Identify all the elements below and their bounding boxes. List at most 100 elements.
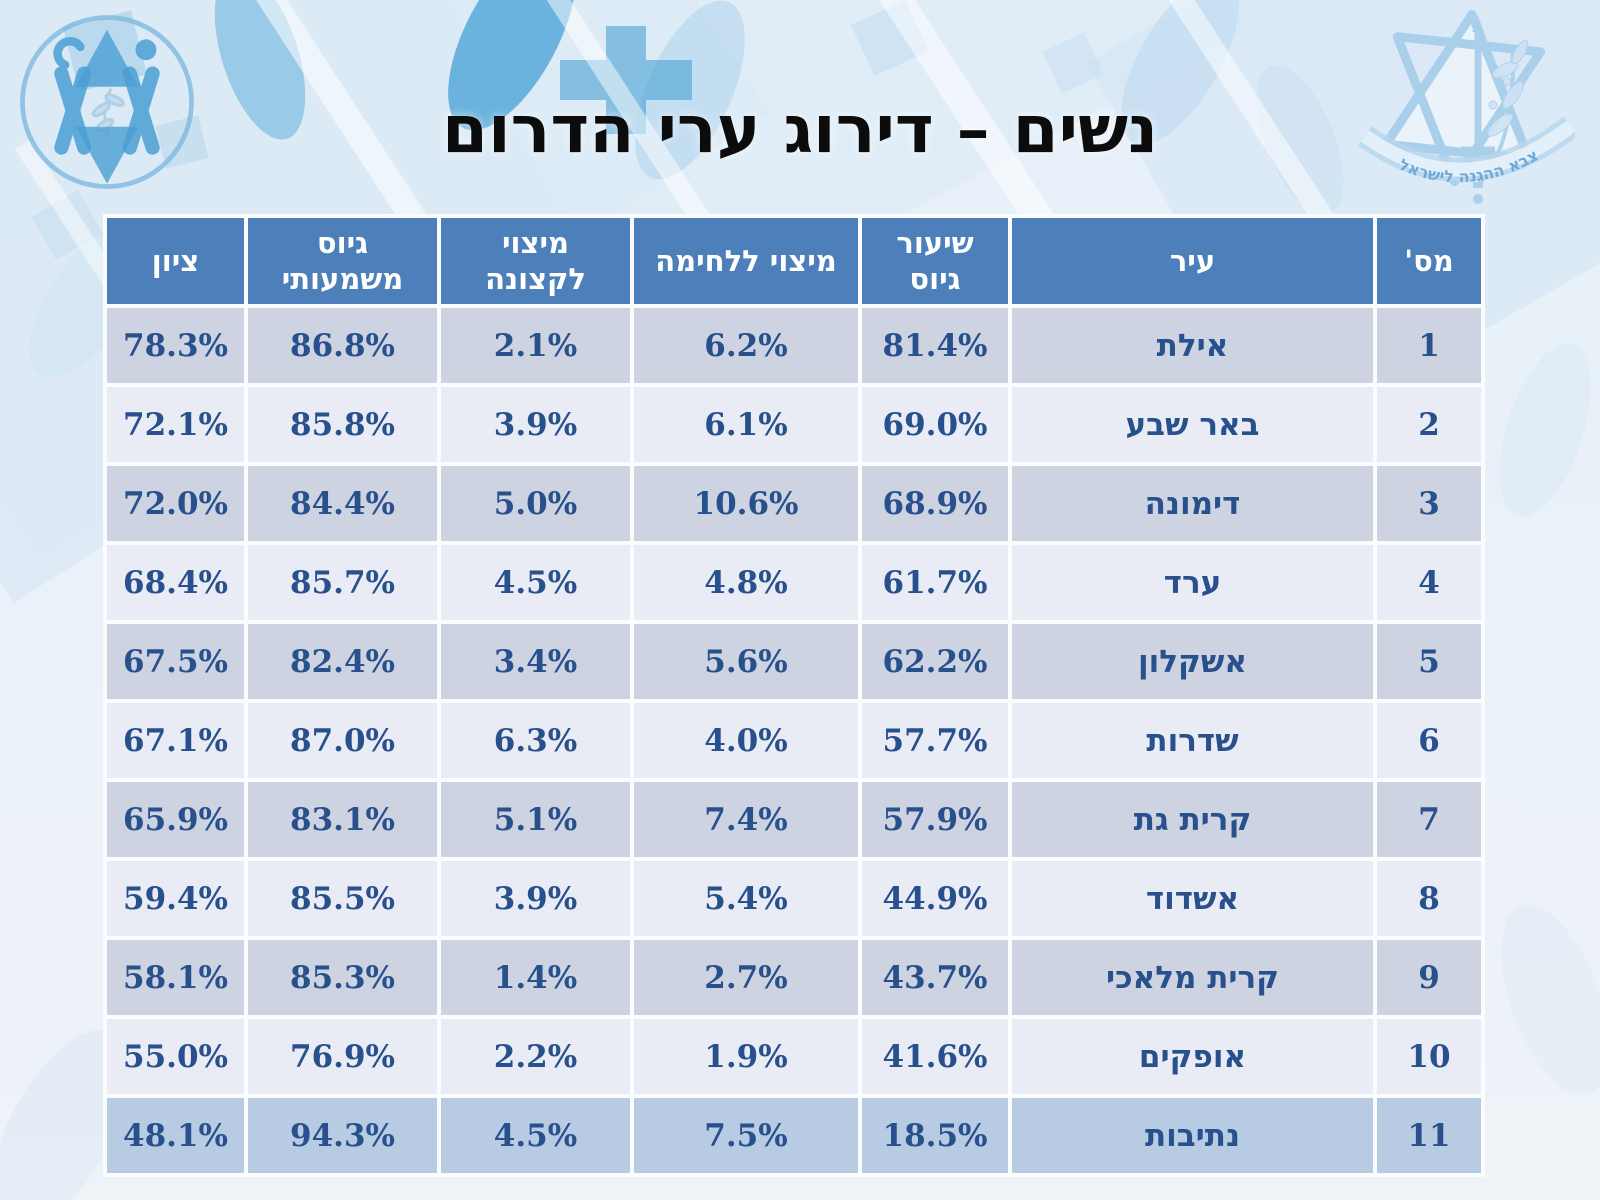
- score-cell: 67.1%: [107, 703, 244, 778]
- slide-title: נשים – דירוג ערי הדרום: [442, 90, 1158, 169]
- table-row: 9 קרית מלאכי 43.7% 2.7% 1.4% 85.3% 58.1%: [107, 940, 1481, 1015]
- column-header-num: מס': [1377, 218, 1481, 304]
- recruit-cell: 57.7%: [862, 703, 1008, 778]
- combat-cell: 10.6%: [634, 466, 858, 541]
- score-cell: 72.0%: [107, 466, 244, 541]
- score-cell: 55.0%: [107, 1019, 244, 1094]
- num-cell: 10: [1377, 1019, 1481, 1094]
- score-cell: 58.1%: [107, 940, 244, 1015]
- score-cell: 67.5%: [107, 624, 244, 699]
- column-header-score: ציון: [107, 218, 244, 304]
- table-row: 5 אשקלון 62.2% 5.6% 3.4% 82.4% 67.5%: [107, 624, 1481, 699]
- recruit-cell: 41.6%: [862, 1019, 1008, 1094]
- officer-cell: 5.0%: [441, 466, 630, 541]
- meaningful-cell: 82.4%: [248, 624, 437, 699]
- recruit-cell: 81.4%: [862, 308, 1008, 383]
- score-cell: 72.1%: [107, 387, 244, 462]
- column-header-city: עיר: [1012, 218, 1373, 304]
- combat-cell: 6.1%: [634, 387, 858, 462]
- combat-cell: 2.7%: [634, 940, 858, 1015]
- city-cell: קרית מלאכי: [1012, 940, 1373, 1015]
- score-cell: 68.4%: [107, 545, 244, 620]
- officer-cell: 2.1%: [441, 308, 630, 383]
- city-cell: נתיבות: [1012, 1098, 1373, 1173]
- score-cell: 65.9%: [107, 782, 244, 857]
- num-cell: 9: [1377, 940, 1481, 1015]
- score-cell: 78.3%: [107, 308, 244, 383]
- num-cell: 1: [1377, 308, 1481, 383]
- city-cell: דימונה: [1012, 466, 1373, 541]
- meaningful-cell: 85.8%: [248, 387, 437, 462]
- city-cell: אשקלון: [1012, 624, 1373, 699]
- combat-cell: 4.0%: [634, 703, 858, 778]
- num-cell: 8: [1377, 861, 1481, 936]
- num-cell: 4: [1377, 545, 1481, 620]
- city-cell: אופקים: [1012, 1019, 1373, 1094]
- column-header-combat: מיצוי ללחימה: [634, 218, 858, 304]
- combat-cell: 5.4%: [634, 861, 858, 936]
- olive-sprig-icon: [91, 88, 125, 137]
- combat-cell: 4.8%: [634, 545, 858, 620]
- officer-cell: 4.5%: [441, 1098, 630, 1173]
- meaningful-cell: 83.1%: [248, 782, 437, 857]
- officer-cell: 3.9%: [441, 861, 630, 936]
- female-figure-icon: [53, 36, 92, 155]
- recruit-cell: 18.5%: [862, 1098, 1008, 1173]
- table-header-row: מס' עיר שיעור גיוס מיצוי ללחימה מיצוי לק…: [107, 218, 1481, 304]
- table-row: 4 ערד 61.7% 4.8% 4.5% 85.7% 68.4%: [107, 545, 1481, 620]
- combat-cell: 7.4%: [634, 782, 858, 857]
- meaningful-cell: 85.5%: [248, 861, 437, 936]
- column-header-officer: מיצוי לקצונה: [441, 218, 630, 304]
- score-cell: 59.4%: [107, 861, 244, 936]
- num-cell: 11: [1377, 1098, 1481, 1173]
- meaningful-cell: 76.9%: [248, 1019, 437, 1094]
- city-cell: אילת: [1012, 308, 1373, 383]
- table-row: 2 באר שבע 69.0% 6.1% 3.9% 85.8% 72.1%: [107, 387, 1481, 462]
- officer-cell: 2.2%: [441, 1019, 630, 1094]
- city-cell: אשדוד: [1012, 861, 1373, 936]
- recruit-cell: 57.9%: [862, 782, 1008, 857]
- meaningful-cell: 85.3%: [248, 940, 437, 1015]
- table-row: 8 אשדוד 44.9% 5.4% 3.9% 85.5% 59.4%: [107, 861, 1481, 936]
- city-cell: שדרות: [1012, 703, 1373, 778]
- score-cell: 48.1%: [107, 1098, 244, 1173]
- num-cell: 7: [1377, 782, 1481, 857]
- officer-cell: 4.5%: [441, 545, 630, 620]
- combat-cell: 5.6%: [634, 624, 858, 699]
- city-cell: באר שבע: [1012, 387, 1373, 462]
- combat-cell: 7.5%: [634, 1098, 858, 1173]
- officer-cell: 3.4%: [441, 624, 630, 699]
- table-row: 6 שדרות 57.7% 4.0% 6.3% 87.0% 67.1%: [107, 703, 1481, 778]
- idf-emblem-logo: צבא ההגנה לישראל: [1357, 9, 1575, 204]
- officer-cell: 1.4%: [441, 940, 630, 1015]
- city-cell: ערד: [1012, 545, 1373, 620]
- column-header-recruit: שיעור גיוס: [862, 218, 1008, 304]
- officer-cell: 6.3%: [441, 703, 630, 778]
- combat-cell: 6.2%: [634, 308, 858, 383]
- combat-cell: 1.9%: [634, 1019, 858, 1094]
- recruit-cell: 61.7%: [862, 545, 1008, 620]
- table-row: 11 נתיבות 18.5% 7.5% 4.5% 94.3% 48.1%: [107, 1098, 1481, 1173]
- table-row: 10 אופקים 41.6% 1.9% 2.2% 76.9% 55.0%: [107, 1019, 1481, 1094]
- recruit-cell: 62.2%: [862, 624, 1008, 699]
- left-emblem-logo: [20, 15, 194, 189]
- recruit-cell: 43.7%: [862, 940, 1008, 1015]
- table-row: 1 אילת 81.4% 6.2% 2.1% 86.8% 78.3%: [107, 308, 1481, 383]
- officer-cell: 5.1%: [441, 782, 630, 857]
- officer-cell: 3.9%: [441, 387, 630, 462]
- meaningful-cell: 85.7%: [248, 545, 437, 620]
- olive-branch-icon: [1476, 39, 1529, 187]
- num-cell: 3: [1377, 466, 1481, 541]
- num-cell: 6: [1377, 703, 1481, 778]
- num-cell: 5: [1377, 624, 1481, 699]
- star-of-david-icon: [75, 29, 139, 184]
- city-cell: קרית גת: [1012, 782, 1373, 857]
- table-row: 3 דימונה 68.9% 10.6% 5.0% 84.4% 72.0%: [107, 466, 1481, 541]
- recruit-cell: 68.9%: [862, 466, 1008, 541]
- meaningful-cell: 84.4%: [248, 466, 437, 541]
- recruit-cell: 69.0%: [862, 387, 1008, 462]
- table-body: 1 אילת 81.4% 6.2% 2.1% 86.8% 78.3% 2 באר שבע 69.0…: [107, 308, 1481, 1173]
- num-cell: 2: [1377, 387, 1481, 462]
- male-figure-icon: [122, 39, 160, 155]
